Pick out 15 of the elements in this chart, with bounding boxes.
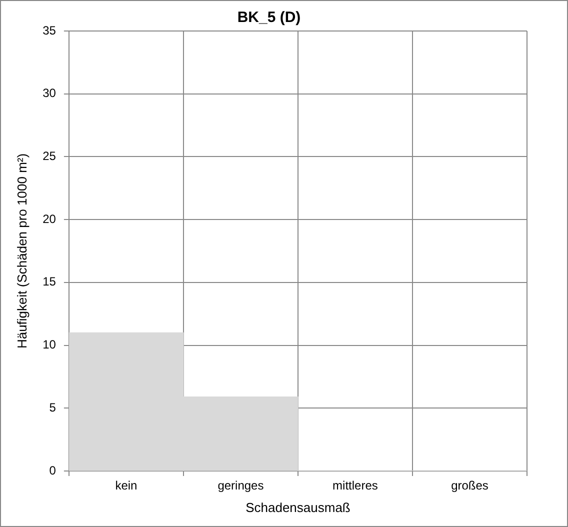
x-tick-label: geringes bbox=[218, 478, 264, 493]
y-tick-label: 20 bbox=[42, 212, 56, 226]
y-tick-label: 30 bbox=[42, 86, 56, 100]
x-axis-title: Schadensausmaß bbox=[246, 500, 350, 515]
y-tick-label: 5 bbox=[49, 400, 56, 414]
chart-title: BK_5 (D) bbox=[237, 9, 301, 26]
y-tick-label: 15 bbox=[42, 274, 56, 289]
y-tick-label: 25 bbox=[42, 149, 56, 164]
y-axis-title: Häufigkeit (Schäden pro 1000 m²) bbox=[14, 153, 30, 349]
x-tick-label: kein bbox=[115, 478, 138, 493]
y-tick-label: 0 bbox=[49, 463, 56, 478]
x-tick-label: mittleres bbox=[332, 478, 378, 493]
y-tick-label: 10 bbox=[42, 338, 56, 352]
y-tick-label: 35 bbox=[42, 23, 56, 38]
x-tick-label: großes bbox=[451, 478, 488, 493]
